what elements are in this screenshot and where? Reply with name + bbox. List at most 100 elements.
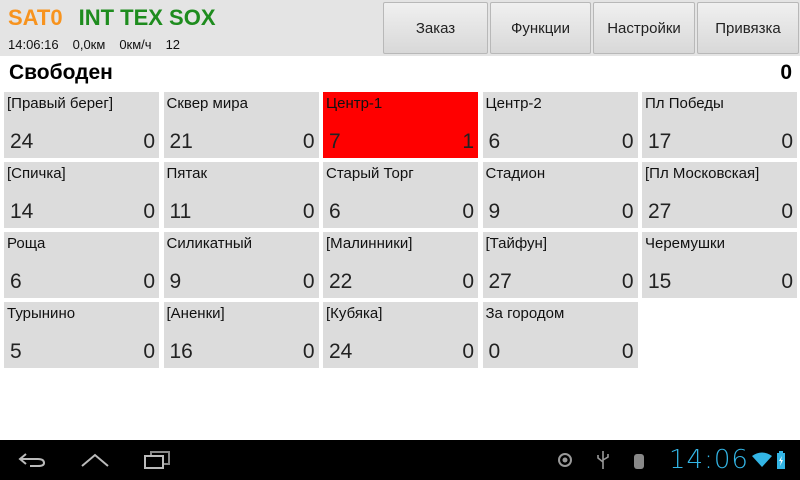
distance: 0,0км: [72, 37, 106, 52]
binding-button[interactable]: Привязка: [697, 2, 799, 54]
recent-apps-icon[interactable]: [143, 450, 171, 470]
android-debug-icon: [634, 454, 644, 469]
zone-cell[interactable]: [Пл Московская] 27 0: [642, 162, 797, 228]
zone-cell[interactable]: Центр-1 7 1: [323, 92, 478, 158]
wifi-icon: [752, 452, 772, 467]
zone-name: Старый Торг: [326, 165, 414, 182]
zone-orders: 0: [302, 130, 315, 153]
zone-name: Пл Победы: [645, 95, 724, 112]
zone-orders: 0: [621, 270, 634, 293]
zone-name: Центр-1: [326, 95, 383, 112]
zone-name: [Спичка]: [7, 165, 66, 182]
zone-orders: 0: [621, 200, 634, 223]
zone-cell[interactable]: [Малинники] 22 0: [323, 232, 478, 298]
zone-cars: 7: [329, 130, 341, 153]
zone-orders: 0: [143, 200, 155, 223]
zone-cell[interactable]: За городом 0 0: [482, 302, 638, 368]
zone-name: Черемушки: [645, 235, 725, 252]
zone-orders: 0: [143, 130, 155, 153]
zone-name: [Кубяка]: [326, 305, 383, 322]
zone-cell[interactable]: Силикатный 9 0: [163, 232, 319, 298]
sat-label: SAT0: [8, 5, 63, 30]
zone-orders: 0: [621, 130, 634, 153]
info-line: 14:06:16 0,0км 0км/ч 12: [8, 37, 194, 52]
zone-cell[interactable]: [Кубяка] 24 0: [323, 302, 478, 368]
zone-cell[interactable]: Черемушки 15 0: [642, 232, 797, 298]
zone-cell[interactable]: [Тайфун] 27 0: [482, 232, 638, 298]
zone-orders: 0: [302, 340, 315, 363]
zone-cars: 9: [169, 270, 182, 293]
zone-cell[interactable]: [Правый берег] 24 0: [4, 92, 159, 158]
zone-orders: 0: [781, 200, 793, 223]
zone-cars: 9: [488, 200, 501, 223]
info-value: 12: [165, 37, 181, 52]
zone-name: Сквер мира: [166, 95, 248, 112]
zone-cars: 6: [10, 270, 22, 293]
zone-name: Пятак: [166, 165, 208, 182]
zone-cars: 21: [169, 130, 193, 153]
zone-cell[interactable]: Пл Победы 17 0: [642, 92, 797, 158]
zone-orders: 0: [462, 270, 474, 293]
zone-cars: 16: [169, 340, 193, 363]
home-icon[interactable]: [80, 452, 110, 468]
time: 14:06:16: [8, 37, 59, 52]
zone-orders: 0: [143, 340, 155, 363]
zone-cell[interactable]: Центр-2 6 0: [482, 92, 638, 158]
speed: 0км/ч: [119, 37, 152, 52]
zone-name: Центр-2: [485, 95, 542, 112]
zone-cell[interactable]: Пятак 11 0: [163, 162, 319, 228]
zone-orders: 0: [143, 270, 155, 293]
zone-cell[interactable]: Роща 6 0: [4, 232, 159, 298]
zone-orders: 0: [302, 270, 315, 293]
zone-orders: 1: [462, 130, 474, 153]
zone-cars: 6: [488, 130, 501, 153]
zone-cars: 15: [648, 270, 672, 293]
zone-cars: 0: [488, 340, 501, 363]
zone-name: За городом: [485, 305, 565, 322]
settings-button[interactable]: Настройки: [593, 2, 695, 54]
status-count: 0: [780, 61, 792, 84]
zone-cars: 24: [10, 130, 34, 153]
zone-cars: 27: [488, 270, 512, 293]
zone-name: Турынино: [7, 305, 76, 322]
battery-charging-icon: [777, 451, 785, 469]
order-button[interactable]: Заказ: [383, 2, 488, 54]
functions-button[interactable]: Функции: [490, 2, 591, 54]
zone-name: [Пл Московская]: [645, 165, 760, 182]
zone-cell[interactable]: Старый Торг 6 0: [323, 162, 478, 228]
zone-name: [Тайфун]: [485, 235, 548, 252]
zone-name: [Аненки]: [166, 305, 225, 322]
system-clock: 14:06: [669, 445, 749, 475]
zone-cell[interactable]: [Аненки] 16 0: [163, 302, 319, 368]
gps-icon: [558, 453, 572, 467]
zone-cell[interactable]: Стадион 9 0: [482, 162, 638, 228]
zone-name: Силикатный: [166, 235, 253, 252]
zone-cars: 27: [648, 200, 672, 223]
zone-name: Роща: [7, 235, 46, 252]
zone-cars: 22: [329, 270, 353, 293]
back-icon[interactable]: [18, 452, 46, 468]
zone-cars: 17: [648, 130, 672, 153]
zone-orders: 0: [302, 200, 315, 223]
zone-cell[interactable]: [Спичка] 14 0: [4, 162, 159, 228]
zone-cars: 6: [329, 200, 341, 223]
zone-orders: 0: [781, 270, 793, 293]
zone-cars: 14: [10, 200, 34, 223]
zone-orders: 0: [781, 130, 793, 153]
zone-cell[interactable]: Сквер мира 21 0: [163, 92, 319, 158]
usb-icon: [597, 451, 609, 469]
zone-orders: 0: [621, 340, 634, 363]
zone-name: [Малинники]: [326, 235, 413, 252]
zone-name: [Правый берег]: [7, 95, 114, 112]
zone-orders: 0: [462, 200, 474, 223]
app-header: SAT0 INT TEX SOX 14:06:16 0,0км 0км/ч 12 Зак…: [0, 0, 800, 56]
system-bar: 14:06: [0, 440, 800, 480]
driver-status: Свободен: [9, 61, 113, 84]
driver-name: INT TEX SOX: [78, 5, 216, 30]
zone-cell[interactable]: Турынино 5 0: [4, 302, 159, 368]
title: SAT0 INT TEX SOX: [8, 5, 216, 31]
zone-name: Стадион: [485, 165, 546, 182]
zone-cars: 5: [10, 340, 22, 363]
zone-cars: 24: [329, 340, 353, 363]
zone-orders: 0: [462, 340, 474, 363]
